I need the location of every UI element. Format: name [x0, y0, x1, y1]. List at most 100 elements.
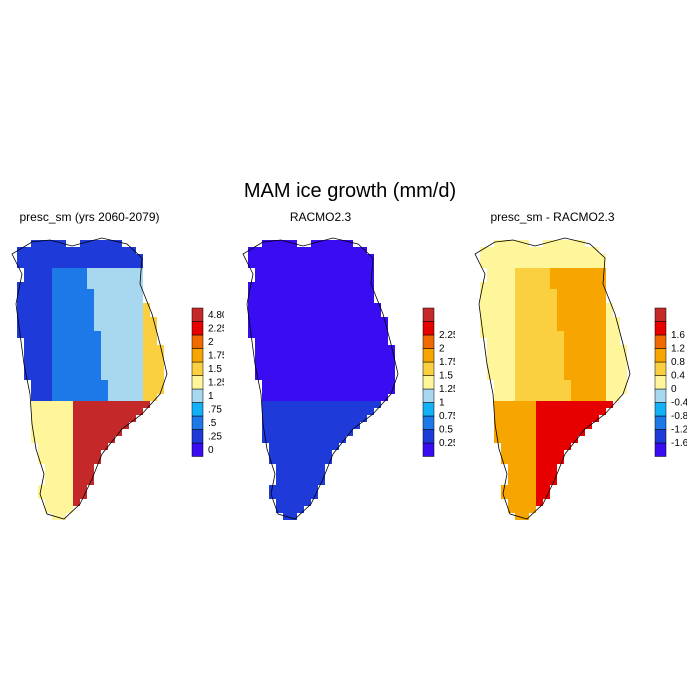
map-cell [599, 359, 606, 366]
map-cell [381, 373, 388, 380]
map-cell [536, 485, 543, 492]
map-cell [38, 443, 45, 450]
map-cell [31, 408, 38, 415]
map-cell [269, 345, 276, 352]
map-cell [136, 366, 143, 373]
map-cell [52, 303, 59, 310]
map-cell [73, 331, 80, 338]
map-cell [129, 380, 136, 387]
map-cell [87, 443, 94, 450]
map-cell [325, 331, 332, 338]
map-cell [122, 401, 129, 408]
map-cell [276, 387, 283, 394]
map-cell [150, 324, 157, 331]
map-cell [17, 303, 24, 310]
map-cell [283, 359, 290, 366]
map-cell [150, 331, 157, 338]
map-cell [606, 345, 613, 352]
map-cell [332, 422, 339, 429]
map-cell [374, 324, 381, 331]
map-cell [59, 513, 66, 520]
map-cell [578, 247, 585, 254]
map-cell [101, 296, 108, 303]
map-cell [262, 415, 269, 422]
map-cell [115, 331, 122, 338]
map-cell [487, 359, 494, 366]
map-cell [31, 268, 38, 275]
map-cell [613, 331, 620, 338]
map-cell [136, 282, 143, 289]
map-cell [297, 317, 304, 324]
map-cell [66, 457, 73, 464]
map-cell [536, 429, 543, 436]
map-cell [578, 359, 585, 366]
map-cell [269, 492, 276, 499]
map-cell [297, 492, 304, 499]
map-cell [59, 387, 66, 394]
map-cell [508, 338, 515, 345]
map-cell [73, 317, 80, 324]
map-cell [550, 408, 557, 415]
map-cell [339, 345, 346, 352]
map-cell [31, 310, 38, 317]
map-cell [87, 464, 94, 471]
map-cell [276, 422, 283, 429]
map-cell [262, 254, 269, 261]
map-cell [269, 289, 276, 296]
map-cell [80, 324, 87, 331]
map-cell [283, 247, 290, 254]
map-cell [339, 359, 346, 366]
map-cell [45, 506, 52, 513]
map-cell [73, 436, 80, 443]
map-cell [543, 310, 550, 317]
map-cell [578, 289, 585, 296]
map-cell [297, 310, 304, 317]
map-cell [31, 345, 38, 352]
map-cell [311, 415, 318, 422]
map-cell [571, 247, 578, 254]
map-cell [543, 380, 550, 387]
map-cell [325, 240, 332, 247]
map-cell [508, 331, 515, 338]
map-cell [515, 450, 522, 457]
map-cell [480, 247, 487, 254]
map-cell [606, 331, 613, 338]
map-cell [297, 331, 304, 338]
map-cell [80, 429, 87, 436]
map-cell [17, 310, 24, 317]
map-cell [136, 268, 143, 275]
map-cell [311, 317, 318, 324]
map-cell [339, 436, 346, 443]
map-cell [325, 303, 332, 310]
map-cell [311, 394, 318, 401]
map-cell [339, 282, 346, 289]
map-cell [522, 429, 529, 436]
map-cell [360, 296, 367, 303]
map-cell [52, 485, 59, 492]
map-cell [536, 310, 543, 317]
map-cell [129, 359, 136, 366]
map-cell [360, 401, 367, 408]
map-cell [325, 366, 332, 373]
map-cell [276, 324, 283, 331]
map-cell [157, 387, 164, 394]
map-cell [515, 457, 522, 464]
map-cell [592, 401, 599, 408]
map-cell [269, 268, 276, 275]
map-cell [94, 261, 101, 268]
map-cell [122, 394, 129, 401]
map-cell [108, 436, 115, 443]
map-cell [31, 352, 38, 359]
map-cell [31, 429, 38, 436]
map-cell [150, 352, 157, 359]
map-cell [529, 275, 536, 282]
map-cell [501, 492, 508, 499]
colorbar-tick-label: 0.4 [671, 371, 685, 382]
map-cell [80, 352, 87, 359]
map-cell [360, 247, 367, 254]
map-cell [325, 443, 332, 450]
map-cell [290, 303, 297, 310]
map-cell [87, 303, 94, 310]
map-cell [571, 408, 578, 415]
map-cell [269, 450, 276, 457]
